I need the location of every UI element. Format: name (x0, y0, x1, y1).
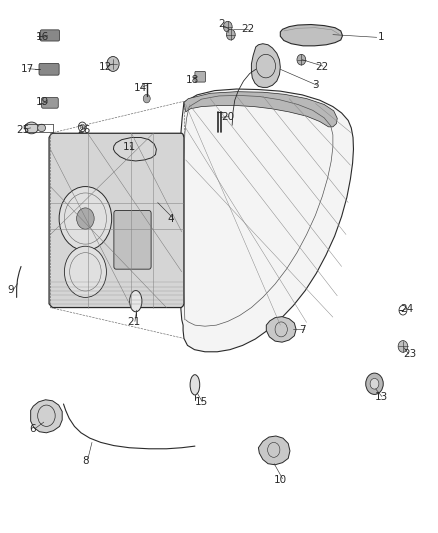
Circle shape (366, 373, 383, 394)
Circle shape (64, 246, 106, 297)
Polygon shape (251, 44, 280, 87)
Polygon shape (184, 92, 337, 127)
Text: 11: 11 (123, 142, 136, 151)
Text: 17: 17 (21, 64, 34, 74)
Text: 19: 19 (36, 98, 49, 107)
FancyBboxPatch shape (195, 71, 205, 82)
Circle shape (223, 21, 232, 32)
Text: 3: 3 (312, 80, 319, 90)
Text: 22: 22 (315, 62, 328, 71)
Text: 7: 7 (299, 326, 306, 335)
FancyBboxPatch shape (42, 98, 58, 108)
FancyBboxPatch shape (40, 30, 60, 41)
Polygon shape (258, 436, 290, 465)
Circle shape (398, 341, 408, 352)
Text: 23: 23 (403, 350, 416, 359)
Text: 24: 24 (401, 304, 414, 314)
Circle shape (226, 29, 235, 40)
Text: 2: 2 (218, 19, 225, 29)
Polygon shape (180, 89, 353, 352)
Text: 14: 14 (134, 83, 147, 93)
Ellipse shape (25, 122, 38, 134)
Polygon shape (49, 133, 184, 308)
Text: 25: 25 (17, 125, 30, 134)
Text: 21: 21 (127, 318, 140, 327)
Text: 20: 20 (221, 112, 234, 122)
Circle shape (107, 56, 119, 71)
Polygon shape (113, 138, 156, 161)
Circle shape (370, 378, 379, 389)
Text: 13: 13 (374, 392, 388, 402)
Circle shape (77, 208, 94, 229)
Ellipse shape (190, 375, 200, 395)
Text: 12: 12 (99, 62, 112, 71)
Text: 1: 1 (378, 33, 385, 42)
Ellipse shape (38, 124, 46, 132)
Text: 18: 18 (186, 75, 199, 85)
Text: 9: 9 (7, 286, 14, 295)
Text: 10: 10 (274, 475, 287, 484)
Circle shape (297, 54, 306, 65)
Polygon shape (266, 317, 296, 342)
Text: 26: 26 (78, 125, 91, 134)
Text: 8: 8 (82, 456, 89, 466)
Circle shape (59, 187, 112, 251)
Polygon shape (31, 400, 62, 433)
FancyBboxPatch shape (39, 63, 59, 75)
FancyBboxPatch shape (114, 211, 151, 269)
Text: 16: 16 (36, 33, 49, 42)
Text: 15: 15 (195, 398, 208, 407)
Text: 22: 22 (241, 25, 254, 34)
Circle shape (143, 94, 150, 103)
Ellipse shape (130, 290, 142, 312)
Text: 6: 6 (29, 424, 36, 434)
Text: 4: 4 (167, 214, 174, 223)
Polygon shape (280, 25, 343, 46)
